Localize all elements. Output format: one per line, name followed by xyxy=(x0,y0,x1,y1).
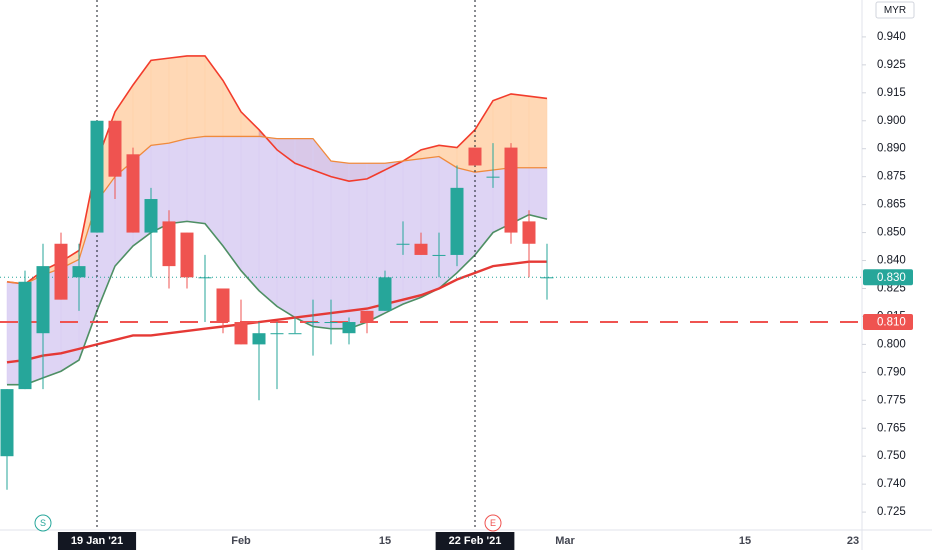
candle-body xyxy=(144,199,158,233)
y-tick-label: 0.900 xyxy=(877,115,906,127)
x-tick-group: 23 xyxy=(847,535,859,547)
candle-body xyxy=(126,154,140,233)
price-tag xyxy=(863,269,913,286)
band-fill xyxy=(402,158,422,305)
candle-body xyxy=(486,176,500,178)
candle-body xyxy=(216,288,230,323)
band-fill xyxy=(258,136,278,307)
event-marker-label: S xyxy=(40,518,46,528)
plot-area xyxy=(0,0,862,530)
candle-body xyxy=(306,322,320,324)
x-tick-label: 15 xyxy=(379,535,391,547)
x-tick-label: Mar xyxy=(555,535,575,547)
band-fill xyxy=(150,57,170,146)
y-tick-label: 0.775 xyxy=(877,394,906,406)
band-fill xyxy=(330,160,350,329)
band-fill xyxy=(240,136,260,292)
x-tick-label: Feb xyxy=(231,535,251,547)
y-tick-label: 0.875 xyxy=(877,171,906,183)
band-fill xyxy=(312,137,332,330)
y-tick-label: 0.940 xyxy=(877,31,906,43)
candle-body xyxy=(396,243,410,245)
candle-body xyxy=(540,277,554,279)
candle-body xyxy=(108,120,122,177)
candle-body xyxy=(414,243,428,255)
candle-body xyxy=(18,281,32,390)
candle-body xyxy=(504,147,518,233)
x-tick-group: Mar xyxy=(555,535,575,547)
candle-body xyxy=(162,221,176,267)
y-tick-label: 0.925 xyxy=(877,59,906,71)
candle-body xyxy=(252,333,266,345)
x-tick-label: 22 Feb '21 xyxy=(449,535,502,547)
x-tick-label: 23 xyxy=(847,535,859,547)
band-fill xyxy=(168,138,188,224)
x-tick-label: 15 xyxy=(739,535,751,547)
candle-body xyxy=(360,310,374,323)
y-tick-label: 0.915 xyxy=(877,87,906,99)
y-tick-label: 0.840 xyxy=(877,255,906,267)
band-fill xyxy=(420,156,440,298)
event-marker-label: E xyxy=(490,518,496,528)
x-tick-highlight xyxy=(57,532,137,550)
x-tick-group: 15 xyxy=(379,535,391,547)
price-tag-label: 0.810 xyxy=(877,317,906,329)
currency-box xyxy=(875,1,915,19)
event-marker xyxy=(484,514,502,532)
candle-body xyxy=(180,232,194,278)
y-tick-label: 0.800 xyxy=(877,338,906,350)
band-fill xyxy=(276,138,296,319)
candle-body xyxy=(522,221,536,244)
band-fill xyxy=(186,55,206,139)
y-tick-label: 0.790 xyxy=(877,366,906,378)
event-marker xyxy=(34,514,52,532)
band-fill xyxy=(528,95,548,168)
band-fill xyxy=(528,167,548,220)
candle-body xyxy=(90,120,104,233)
y-tick-label: 0.825 xyxy=(877,283,906,295)
y-tick-label: 0.725 xyxy=(877,506,906,518)
y-tick-label: 0.750 xyxy=(877,450,906,462)
candle-body xyxy=(324,322,338,324)
candle-body xyxy=(288,333,302,335)
candle-body xyxy=(342,322,356,334)
x-tick-group: 15 xyxy=(739,535,751,547)
candle-body xyxy=(378,277,392,311)
y-tick-label: 0.765 xyxy=(877,422,906,434)
candle-body xyxy=(72,266,86,278)
x-tick-group: Feb xyxy=(231,535,251,547)
y-tick-label: 0.850 xyxy=(877,227,906,239)
indicator-line xyxy=(6,260,547,364)
x-tick-group: 19 Jan '21 xyxy=(57,532,137,550)
price-tag xyxy=(863,314,913,331)
candle-body xyxy=(54,243,68,300)
candle-body xyxy=(468,147,482,166)
y-tick-label: 0.740 xyxy=(877,478,906,490)
x-tick-highlight xyxy=(435,532,515,550)
candle-body xyxy=(432,254,446,256)
candle-body xyxy=(234,322,248,345)
band-fill xyxy=(348,162,368,330)
candle-body xyxy=(0,389,14,457)
candle-body xyxy=(450,187,464,255)
band-fill xyxy=(168,55,188,144)
band-fill xyxy=(186,136,206,224)
currency: MYR xyxy=(884,5,906,16)
candle-body xyxy=(270,333,284,335)
y-tick-label: 0.890 xyxy=(877,143,906,155)
candle-body xyxy=(198,277,212,279)
y-tick-label: 0.865 xyxy=(877,199,906,211)
candle-body xyxy=(36,266,50,334)
price-tag-label: 0.830 xyxy=(877,272,906,284)
x-tick-group: 22 Feb '21 xyxy=(435,532,515,550)
x-tick-label: 19 Jan '21 xyxy=(71,535,123,547)
